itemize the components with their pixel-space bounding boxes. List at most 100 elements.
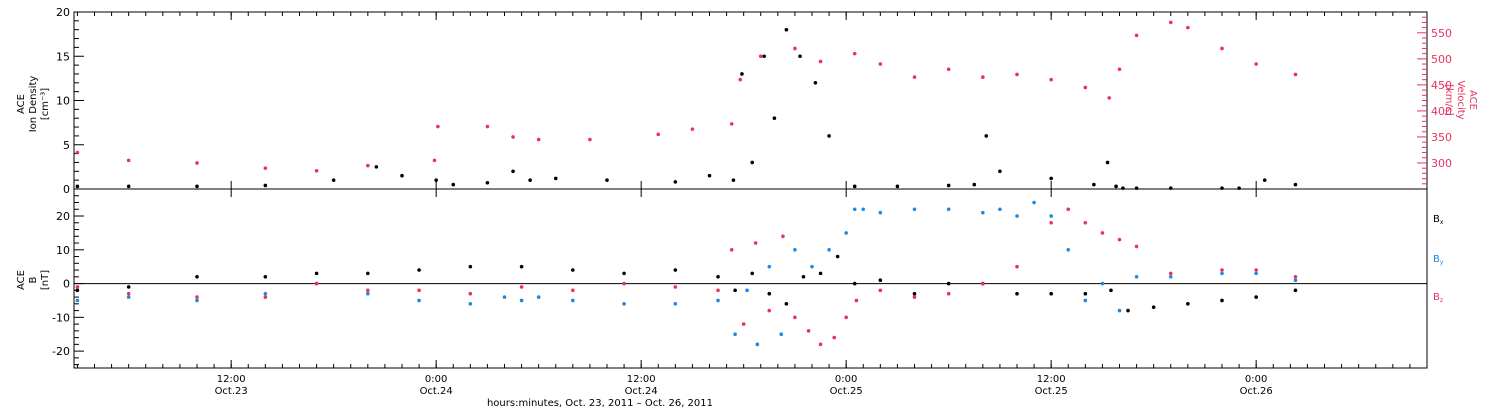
bottom-blue-point <box>126 295 131 299</box>
top-black-point <box>731 178 736 182</box>
bottom-black-point <box>673 268 678 272</box>
bottom-blue-point <box>779 332 784 337</box>
time-axis-ticks: 12:00Oct.230:00Oct.2412:00Oct.240:00Oct.… <box>76 12 1411 397</box>
data-points <box>75 20 1298 347</box>
time-tick-label: 12:00 <box>627 374 656 385</box>
bottom-pink-point <box>366 288 370 293</box>
bottom-black-point <box>519 264 524 269</box>
legend-by-label: B <box>1433 254 1440 265</box>
top-black-point <box>511 169 515 174</box>
velocity-label-line-1: ACE <box>1467 90 1478 110</box>
bottom-pink-point <box>1220 268 1224 272</box>
time-tick-label: 0:00 <box>425 374 447 385</box>
top-black-point <box>75 184 80 189</box>
top-black-point <box>998 169 1002 174</box>
top-black-point <box>895 184 900 189</box>
bottom-pink-point <box>1066 207 1071 212</box>
top-pink-point <box>738 77 743 82</box>
bottom-pink-point <box>854 298 859 303</box>
bottom-pink-point <box>195 295 199 299</box>
date-tick-label: Oct.25 <box>1035 386 1068 397</box>
bottom-blue-point <box>861 207 866 212</box>
velocity-tick-label: 400 <box>1431 105 1452 118</box>
date-tick-label: Oct.24 <box>420 386 453 397</box>
bottom-black-point <box>1015 291 1019 296</box>
bottom-black-point <box>716 275 720 279</box>
bottom-blue-point <box>755 342 760 347</box>
bottom-pink-point <box>519 285 524 289</box>
bottom-blue-point <box>1049 214 1053 218</box>
top-pink-point <box>946 67 951 72</box>
velocity-tick-label: 350 <box>1431 131 1452 144</box>
top-pink-point <box>432 158 437 163</box>
bottom-pink-point <box>314 281 319 286</box>
bottom-blue-point <box>1066 247 1071 252</box>
bottom-blue-point <box>366 291 370 296</box>
velocity-tick-label: 300 <box>1431 157 1452 170</box>
bottom-black-point <box>1083 291 1088 296</box>
bottom-blue-point <box>263 291 268 296</box>
top-black-point <box>1121 186 1125 190</box>
density-tick-label: 10 <box>56 95 70 108</box>
time-tick-label: 12:00 <box>1037 374 1066 385</box>
top-pink-point <box>1083 85 1088 90</box>
top-black-point <box>750 160 755 165</box>
bottom-pink-point <box>1117 237 1122 242</box>
bottom-pink-point <box>781 234 785 239</box>
bottom-pink-point <box>818 342 823 347</box>
bottom-black-point <box>468 264 473 269</box>
top-black-point <box>126 184 131 189</box>
top-black-point <box>331 178 336 182</box>
bottom-black-point <box>835 254 840 259</box>
time-tick-label: 0:00 <box>835 374 857 385</box>
bottom-pink-point <box>1100 231 1105 235</box>
bottom-pink-point <box>1049 220 1053 225</box>
top-black-point <box>798 54 802 59</box>
bottom-black-point <box>417 268 421 272</box>
bottom-pink-point <box>767 308 772 313</box>
bottom-pink-point <box>1168 271 1173 276</box>
top-pink-point <box>485 124 490 129</box>
top-pink-point <box>1186 25 1190 30</box>
density-tick-label: 5 <box>63 139 70 152</box>
top-pink-point <box>1134 33 1139 38</box>
bottom-black-point <box>852 281 857 286</box>
top-black-point <box>263 183 268 188</box>
bottom-blue-point <box>536 295 541 299</box>
top-black-point <box>1220 186 1224 190</box>
bottom-blue-point <box>1117 308 1122 313</box>
bottom-blue-point <box>767 264 772 269</box>
top-pink-point <box>912 75 917 79</box>
bottom-pink-point <box>878 288 883 293</box>
bottom-blue-point <box>502 295 507 299</box>
top-black-point <box>1105 160 1110 165</box>
top-pink-point <box>878 62 883 66</box>
bottom-black-point <box>1186 302 1190 306</box>
top-pink-point <box>1015 72 1019 77</box>
density-label-line-3: [cm⁻³] <box>40 88 51 120</box>
bottom-pink-point <box>753 241 758 245</box>
bottom-blue-point <box>878 210 883 215</box>
top-pink-point <box>729 122 734 126</box>
top-black-point <box>485 181 490 185</box>
bottom-blue-point <box>1100 281 1105 286</box>
time-tick-label: 12:00 <box>217 374 246 385</box>
top-pink-point <box>1107 96 1112 100</box>
bottom-blue-point <box>946 207 951 212</box>
date-tick-label: Oct.25 <box>830 386 863 397</box>
top-black-point <box>195 184 199 189</box>
top-black-point <box>972 182 977 187</box>
bottom-blue-point <box>622 302 626 306</box>
bottom-pink-point <box>716 288 720 293</box>
top-pink-point <box>126 158 131 163</box>
top-black-point <box>673 180 678 184</box>
bottom-blue-point <box>716 298 720 303</box>
bottom-black-point <box>818 271 823 276</box>
time-tick-label: 0:00 <box>1245 374 1267 385</box>
velocity-label-line-2: Velocity <box>1455 80 1466 119</box>
bottom-black-point <box>314 271 319 276</box>
top-pink-point <box>852 51 857 56</box>
bottom-blue-point <box>793 247 797 252</box>
bottom-black-point <box>1293 288 1298 293</box>
